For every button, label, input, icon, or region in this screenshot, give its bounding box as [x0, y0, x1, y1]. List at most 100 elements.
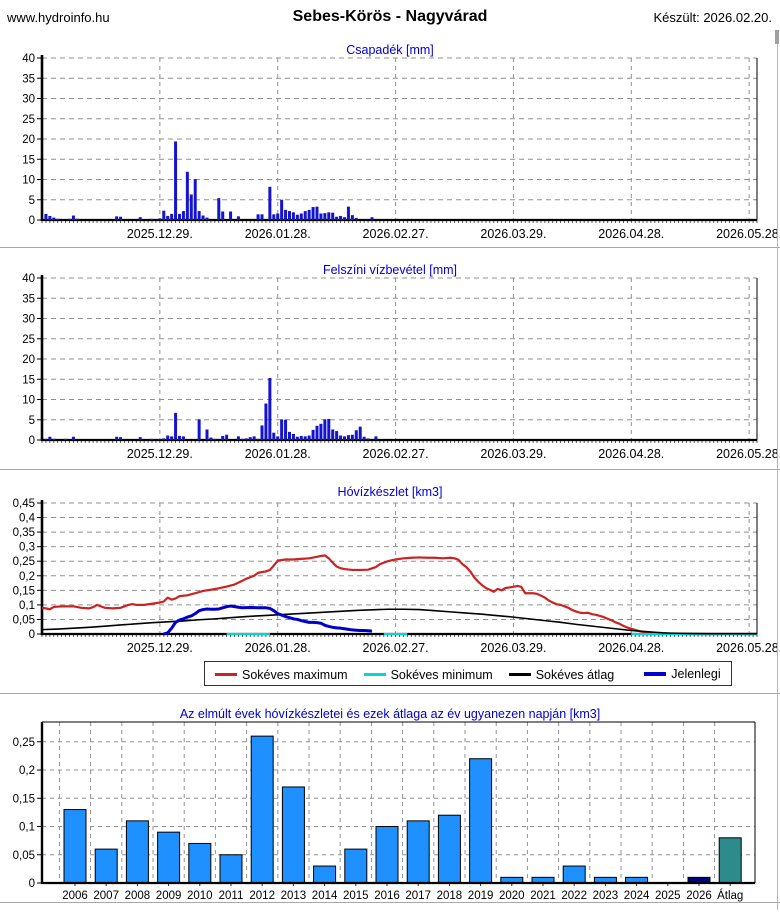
svg-text:0: 0 — [29, 629, 35, 641]
svg-text:0,15: 0,15 — [13, 793, 35, 805]
legend-swatch — [363, 673, 386, 676]
svg-text:2025.12.29.: 2025.12.29. — [127, 227, 193, 241]
svg-text:35: 35 — [22, 293, 35, 305]
svg-text:2022: 2022 — [561, 890, 587, 902]
legend-label: Sokéves maximum — [242, 667, 348, 682]
svg-text:2026.04.28.: 2026.04.28. — [598, 227, 664, 241]
svg-text:Átlag: Átlag — [717, 889, 743, 902]
page-title: Sebes-Körös - Nagyvárad — [292, 8, 488, 25]
svg-text:2026.02.27.: 2026.02.27. — [363, 447, 429, 461]
svg-text:2025: 2025 — [655, 890, 681, 902]
section-divider — [0, 693, 780, 694]
svg-text:2025.12.29.: 2025.12.29. — [127, 447, 193, 461]
svg-text:0,3: 0,3 — [19, 542, 35, 554]
svg-text:0,25: 0,25 — [13, 737, 35, 749]
svg-text:0: 0 — [29, 435, 35, 447]
section-divider — [0, 469, 780, 470]
surface-water-chart: 0 5 10 15 20 25 30 35 40 2025.12.29. 2026.01.28. 20… — [22, 273, 780, 461]
yearly-snow-chart: 0 0,05 0,1 0,15 0,2 0,25 2006 2007 2008 2009 2010 2… — [13, 721, 756, 902]
svg-text:2009: 2009 — [156, 890, 182, 902]
snow-water-chart-title: Hóvízkészlet [km3] — [337, 485, 443, 499]
legend-label: Sokéves átlag — [535, 667, 615, 682]
svg-text:0,35: 0,35 — [13, 527, 35, 539]
svg-text:2026.03.29.: 2026.03.29. — [480, 641, 546, 655]
svg-text:35: 35 — [22, 73, 35, 85]
svg-text:2013: 2013 — [281, 890, 307, 902]
svg-text:2024: 2024 — [624, 890, 650, 902]
svg-text:2020: 2020 — [499, 890, 525, 902]
svg-text:0,4: 0,4 — [19, 513, 36, 525]
legend-item: Sokéves minimum — [363, 667, 493, 682]
svg-text:2026.05.28.: 2026.05.28. — [716, 641, 780, 655]
legend-item: Sokéves átlag — [508, 667, 615, 682]
svg-text:2010: 2010 — [187, 890, 213, 902]
svg-text:2012: 2012 — [249, 890, 275, 902]
svg-text:0,05: 0,05 — [13, 850, 35, 862]
svg-text:2026.03.29.: 2026.03.29. — [480, 447, 546, 461]
svg-text:25: 25 — [22, 114, 35, 126]
page-edge-line — [777, 30, 778, 910]
svg-text:2026.05.28.: 2026.05.28. — [716, 227, 780, 241]
svg-text:2011: 2011 — [219, 890, 244, 902]
svg-text:0,1: 0,1 — [19, 600, 35, 612]
svg-text:10: 10 — [22, 175, 35, 187]
legend-label: Jelenlegi — [671, 667, 721, 681]
svg-text:20: 20 — [22, 354, 35, 366]
svg-text:2026.05.28.: 2026.05.28. — [716, 447, 780, 461]
legend-item: Sokéves maximum — [215, 668, 348, 682]
legend-label: Sokéves minimum — [390, 667, 493, 682]
svg-text:2025.12.29.: 2025.12.29. — [127, 641, 193, 655]
precipitation-chart-title: Csapadék [mm] — [346, 43, 434, 57]
created-date-label: Készült: 2026.02.20. — [653, 10, 772, 25]
svg-text:20: 20 — [22, 134, 35, 146]
svg-text:2026: 2026 — [686, 890, 712, 902]
svg-text:30: 30 — [22, 94, 35, 106]
legend-item: Jelenlegi — [644, 667, 721, 681]
yearly-snow-chart-title: Az elmúlt évek hóvízkészletei és ezek át… — [179, 707, 601, 721]
legend-swatch — [215, 673, 237, 676]
svg-text:2014: 2014 — [312, 890, 338, 902]
svg-text:15: 15 — [22, 154, 35, 166]
svg-text:2026.02.27.: 2026.02.27. — [363, 641, 429, 655]
svg-text:0,05: 0,05 — [13, 614, 35, 626]
section-divider — [0, 247, 780, 248]
scrollbar-fragment[interactable] — [775, 30, 779, 44]
svg-text:0: 0 — [29, 878, 35, 890]
svg-text:0,1: 0,1 — [19, 822, 35, 834]
svg-text:0: 0 — [29, 215, 35, 227]
svg-text:2007: 2007 — [93, 890, 119, 902]
svg-text:0,2: 0,2 — [19, 571, 35, 583]
site-url[interactable]: www.hydroinfo.hu — [7, 10, 110, 25]
svg-text:25: 25 — [22, 334, 35, 346]
svg-text:40: 40 — [22, 273, 35, 285]
svg-text:2021: 2021 — [530, 890, 556, 902]
snow-water-chart-legend: Sokéves maximum Sokéves minimum Sokéves át… — [204, 661, 732, 686]
svg-text:2026.04.28.: 2026.04.28. — [598, 641, 664, 655]
svg-text:10: 10 — [22, 395, 35, 407]
svg-text:15: 15 — [22, 374, 35, 386]
svg-text:0,2: 0,2 — [19, 765, 35, 777]
snow-water-chart: 0 0,05 0,1 0,15 0,2 0,25 0,3 0,35 0,4 0,45 2025.12… — [13, 498, 780, 655]
svg-text:2008: 2008 — [125, 890, 151, 902]
svg-text:2019: 2019 — [468, 890, 494, 902]
svg-text:2026.01.28.: 2026.01.28. — [245, 447, 311, 461]
section-divider — [0, 902, 780, 903]
svg-text:2015: 2015 — [343, 890, 369, 902]
svg-text:5: 5 — [29, 415, 35, 427]
surface-water-chart-title: Felszíni vízbevétel [mm] — [322, 263, 458, 277]
svg-text:0,25: 0,25 — [13, 556, 35, 568]
legend-swatch — [644, 672, 667, 676]
svg-text:2017: 2017 — [405, 890, 431, 902]
legend-swatch — [508, 673, 531, 676]
svg-text:2006: 2006 — [62, 890, 88, 902]
svg-text:2016: 2016 — [374, 890, 400, 902]
svg-text:0,45: 0,45 — [13, 498, 35, 510]
svg-text:2026.01.28.: 2026.01.28. — [245, 641, 311, 655]
svg-text:2018: 2018 — [437, 890, 463, 902]
svg-text:30: 30 — [22, 314, 35, 326]
svg-text:2026.04.28.: 2026.04.28. — [598, 447, 664, 461]
svg-text:40: 40 — [22, 53, 35, 65]
svg-text:0,15: 0,15 — [13, 585, 35, 597]
